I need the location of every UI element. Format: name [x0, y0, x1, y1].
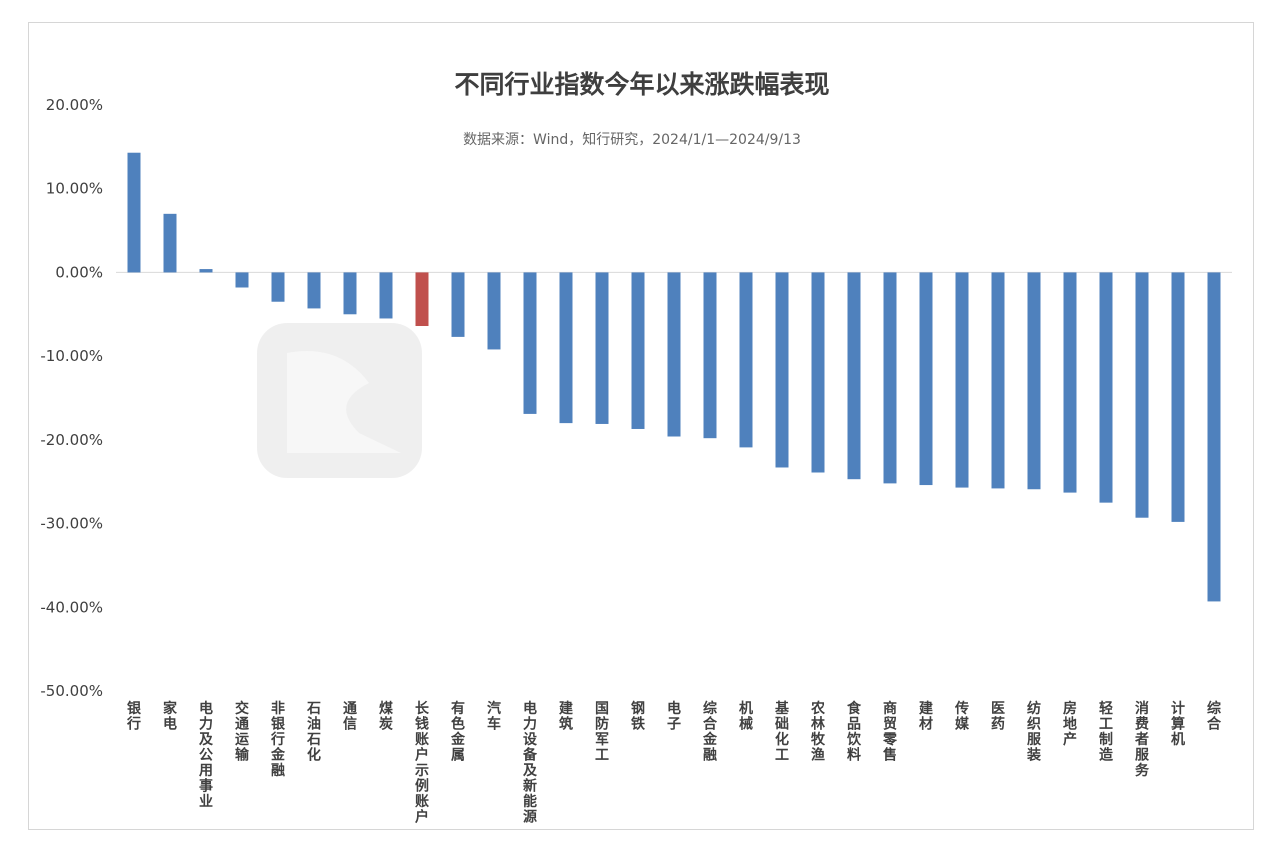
x-tick-label: 钢铁: [631, 700, 645, 733]
x-tick-label: 家电: [163, 700, 178, 733]
x-tick-label: 有色金属: [450, 700, 466, 764]
x-tick-label: 房地产: [1063, 700, 1077, 748]
x-tick-label: 石油石化: [306, 701, 321, 764]
bar-16: [667, 272, 681, 437]
y-tick-label: -40.00%: [40, 598, 103, 616]
watermark-logo-curve: [287, 351, 401, 453]
x-tick-label: 建材: [919, 700, 933, 733]
bar-22: [883, 272, 897, 484]
bar-29: [1135, 272, 1149, 518]
x-tick-label: 计算机: [1171, 700, 1185, 748]
bar-26: [1027, 272, 1041, 490]
x-tick-label: 纺织服装: [1026, 700, 1042, 764]
bar-20: [811, 272, 825, 473]
bar-30: [1171, 272, 1185, 522]
bar-23: [919, 272, 933, 486]
y-tick-label: -30.00%: [40, 515, 103, 533]
x-tick-label: 汽车: [487, 700, 501, 733]
x-tick-label: 农林牧渔: [810, 700, 826, 764]
bar-31: [1207, 272, 1221, 602]
bar-5: [271, 272, 285, 302]
bar-chart: 不同行业指数今年以来涨跌幅表现 数据来源：Wind，知行研究，2024/1/1—…: [40, 70, 1232, 826]
x-tick-label: 通信: [343, 701, 357, 733]
x-tick-label: 传媒: [954, 700, 970, 733]
x-tick-label: 综合金融: [702, 700, 718, 764]
bar-9: [415, 272, 429, 327]
bar-13: [559, 272, 573, 424]
bar-2: [163, 213, 177, 273]
bar-27: [1063, 272, 1077, 493]
bar-8: [379, 272, 393, 319]
x-tick-label: 基础化工: [775, 700, 790, 764]
x-tick-label: 电子: [667, 700, 681, 733]
bar-24: [955, 272, 969, 488]
bar-18: [739, 272, 753, 448]
watermark: [257, 323, 422, 478]
bar-15: [631, 272, 645, 429]
chart-frame: 不同行业指数今年以来涨跌幅表现 数据来源：Wind，知行研究，2024/1/1—…: [28, 22, 1254, 830]
chart-subtitle: 数据来源：Wind，知行研究，2024/1/1—2024/9/13: [463, 131, 801, 148]
x-tick-label: 电力设备及新能源: [522, 700, 538, 826]
bar-21: [847, 272, 861, 480]
bar-1: [127, 152, 141, 273]
x-tick-label: 国防军工: [595, 701, 609, 764]
x-tick-label: 综合: [1207, 700, 1222, 733]
bar-12: [523, 272, 537, 414]
bar-4: [235, 272, 249, 288]
x-tick-label: 食品饮料: [846, 700, 862, 764]
y-tick-label: 0.00%: [55, 263, 103, 281]
bar-7: [343, 272, 357, 315]
x-tick-label: 交通运输: [235, 700, 250, 764]
bar-28: [1099, 272, 1113, 503]
x-tick-label: 消费者服务: [1135, 700, 1150, 779]
bar-19: [775, 272, 789, 468]
x-tick-label: 电力及公用事业: [199, 700, 214, 810]
bar-6: [307, 272, 321, 309]
bar-25: [991, 272, 1005, 489]
bar-14: [595, 272, 609, 424]
y-tick-label: -10.00%: [40, 347, 103, 365]
x-tick-label: 煤炭: [379, 700, 394, 733]
bar-3: [199, 269, 213, 273]
bar-10: [451, 272, 465, 337]
x-tick-label: 医药: [991, 701, 1005, 733]
x-tick-label: 非银行金融: [270, 700, 286, 779]
x-tick-label: 机械: [739, 700, 753, 733]
y-axis: 20.00% 10.00% 0.00% -10.00% -20.00% -30.00% -4…: [40, 96, 103, 700]
x-tick-label: 轻工制造: [1099, 700, 1113, 764]
bar-11: [487, 272, 501, 350]
bar-17: [703, 272, 717, 439]
y-tick-label: 20.00%: [46, 96, 103, 114]
x-tick-label: 银行: [126, 700, 142, 733]
y-tick-label: -20.00%: [40, 431, 103, 449]
chart-title: 不同行业指数今年以来涨跌幅表现: [454, 70, 829, 99]
bars: [127, 152, 1221, 602]
x-tick-label: 商贸零售: [882, 700, 898, 764]
y-tick-label: -50.00%: [40, 682, 103, 700]
x-tick-label: 建筑: [559, 700, 573, 733]
x-tick-label: 长钱账户示例账户: [415, 700, 430, 826]
y-tick-label: 10.00%: [46, 180, 103, 198]
